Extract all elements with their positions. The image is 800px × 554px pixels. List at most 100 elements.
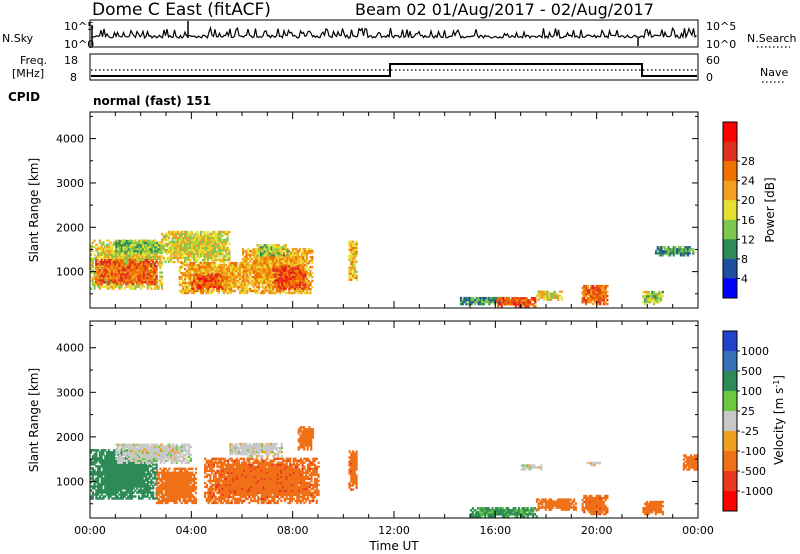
heatmap-cell: [145, 489, 148, 492]
heatmap-cell: [203, 230, 206, 234]
heatmap-cell: [194, 263, 197, 267]
heatmap-cell: [302, 279, 305, 282]
heatmap-cell: [235, 269, 238, 273]
heatmap-cell: [96, 259, 99, 262]
heatmap-cell: [143, 247, 146, 251]
heatmap-cell: [119, 269, 123, 272]
heatmap-cell: [290, 283, 293, 286]
heatmap-cell: [138, 239, 141, 243]
heatmap-cell: [130, 483, 133, 486]
heatmap-cell: [127, 275, 130, 278]
heatmap-cell: [247, 271, 250, 275]
heatmap-cell: [260, 254, 263, 257]
heatmap-cell: [297, 251, 300, 255]
heatmap-cell: [194, 234, 197, 238]
heatmap-cell: [175, 246, 178, 250]
heatmap-cell: [200, 277, 203, 280]
heatmap-cell: [191, 256, 194, 260]
heatmap-cell: [121, 473, 125, 476]
heatmap-cell: [221, 287, 224, 290]
heatmap-cell: [142, 275, 146, 278]
heatmap-cell: [113, 467, 116, 470]
heatmap-cell: [116, 477, 119, 480]
heatmap-cell: [98, 461, 102, 464]
heatmap-cell: [98, 251, 102, 254]
heatmap-cell: [113, 481, 116, 484]
heatmap-cell: [291, 257, 294, 261]
heatmap-cell: [219, 273, 222, 276]
heatmap-cell: [160, 281, 164, 284]
heatmap-cell: [120, 497, 123, 500]
heatmap-cell: [299, 277, 302, 280]
heatmap-cell: [289, 253, 293, 257]
heatmap-cell: [192, 287, 196, 291]
heatmap-cell: [217, 283, 221, 286]
heatmap-cell: [283, 281, 286, 284]
heatmap-cell: [116, 469, 119, 472]
heatmap-cell: [676, 248, 679, 251]
heatmap-cell: [103, 273, 107, 276]
heatmap-cell: [150, 483, 153, 486]
heatmap-cell: [265, 271, 268, 275]
heatmap-cell: [275, 267, 279, 270]
heatmap-cell: [91, 283, 94, 286]
heatmap-cell: [311, 285, 314, 289]
heatmap-cell: [150, 267, 153, 270]
heatmap-cell: [201, 258, 204, 262]
heatmap-cell: [198, 240, 201, 244]
heatmap-cell: [252, 283, 255, 287]
heatmap-cell: [145, 251, 148, 254]
heatmap-cell: [305, 281, 308, 285]
heatmap-cell: [162, 244, 165, 248]
heatmap-cell: [263, 285, 266, 289]
heatmap-cell: [116, 267, 119, 270]
heatmap-cell: [242, 265, 245, 269]
heatmap-cell: [275, 273, 279, 276]
heatmap-cell: [155, 279, 158, 282]
heatmap-cell: [663, 248, 666, 251]
heatmap-cell: [118, 287, 121, 290]
heatmap-cell: [104, 459, 107, 462]
heatmap-cell: [127, 259, 130, 262]
heatmap-cell: [525, 299, 528, 302]
heatmap-cell: [273, 271, 277, 275]
heatmap-cell: [205, 263, 208, 267]
heatmap-cell: [350, 244, 353, 247]
heatmap-cell: [185, 234, 188, 238]
heatmap-cell: [223, 271, 226, 275]
heatmap-cell: [544, 294, 547, 297]
heatmap-cell: [267, 246, 270, 249]
heatmap-cell: [198, 263, 201, 267]
heatmap-cell: [484, 298, 487, 302]
heatmap-cell: [586, 284, 589, 288]
heatmap-cell: [593, 296, 597, 300]
heatmap-cell: [126, 239, 129, 243]
heatmap-cell: [259, 281, 262, 285]
heatmap-cell: [309, 281, 312, 285]
heatmap-cell: [95, 485, 98, 488]
heatmap-cell: [557, 298, 560, 301]
heatmap-cell: [649, 294, 652, 298]
heatmap-cell: [539, 290, 542, 293]
heatmap-cell: [256, 277, 259, 281]
heatmap-cell: [139, 271, 142, 274]
heatmap-cell: [160, 240, 164, 244]
heatmap-cell: [304, 257, 307, 261]
heatmap-cell: [109, 265, 112, 268]
heatmap-cell: [173, 250, 176, 254]
heatmap-cell: [132, 467, 135, 470]
heatmap-cell: [106, 283, 109, 286]
heatmap-cell: [219, 285, 222, 288]
heatmap-cell: [155, 281, 158, 284]
heatmap-cell: [192, 261, 196, 265]
heatmap-cell: [652, 298, 656, 302]
heatmap-cell: [137, 497, 141, 500]
heatmap-cell: [284, 257, 287, 261]
heatmap-cell: [118, 285, 121, 288]
heatmap-cell: [111, 455, 114, 458]
heatmap-cell: [491, 300, 494, 304]
heatmap-cell: [191, 236, 194, 240]
heatmap-cell: [198, 236, 201, 240]
heatmap-cell: [168, 258, 171, 262]
heatmap-cell: [125, 497, 128, 500]
